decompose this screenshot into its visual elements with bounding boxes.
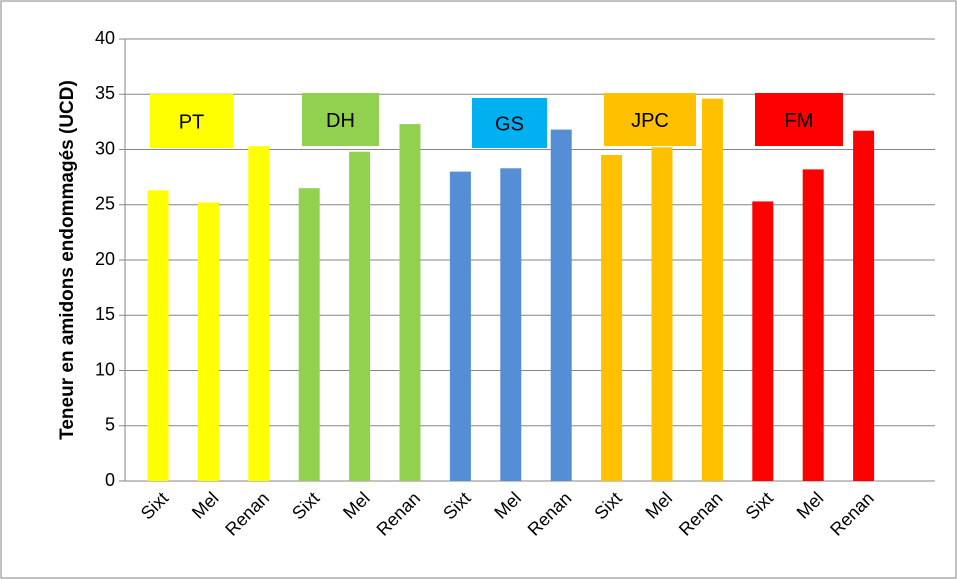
bar	[601, 155, 623, 481]
bar	[500, 168, 522, 481]
annotation-box	[755, 93, 843, 146]
annotation-label: GS	[495, 113, 524, 135]
bar	[701, 98, 723, 482]
y-tick-label: 15	[95, 304, 115, 324]
y-tick-label: 25	[95, 194, 115, 214]
y-tick-label: 5	[105, 415, 115, 435]
bar	[147, 190, 169, 481]
y-tick-label: 10	[95, 359, 115, 379]
annotation-box	[604, 93, 696, 146]
y-tick-label: 20	[95, 249, 115, 269]
bar	[248, 146, 270, 481]
y-tick-label: 30	[95, 138, 115, 158]
bar	[298, 188, 320, 482]
bar	[349, 151, 371, 481]
y-axis-title: Teneur en amidons endommagés (UCD)	[57, 80, 78, 440]
y-tick-label: 0	[105, 470, 115, 490]
bar	[651, 147, 673, 482]
y-tick-label: 35	[95, 83, 115, 103]
bar	[550, 129, 572, 482]
annotation-label: FM	[785, 110, 814, 132]
bar	[752, 201, 774, 481]
bar	[197, 202, 219, 482]
bar	[802, 169, 824, 481]
annotation-label: PT	[179, 111, 205, 133]
bar	[853, 130, 875, 481]
bar	[449, 171, 471, 481]
annotation-box	[150, 94, 233, 148]
annotation-box	[302, 93, 379, 146]
annotation-label: JPC	[631, 110, 669, 132]
y-tick-label: 40	[95, 28, 115, 48]
annotation-label: DH	[326, 110, 355, 132]
annotation-box	[472, 98, 547, 148]
bar	[399, 124, 421, 482]
